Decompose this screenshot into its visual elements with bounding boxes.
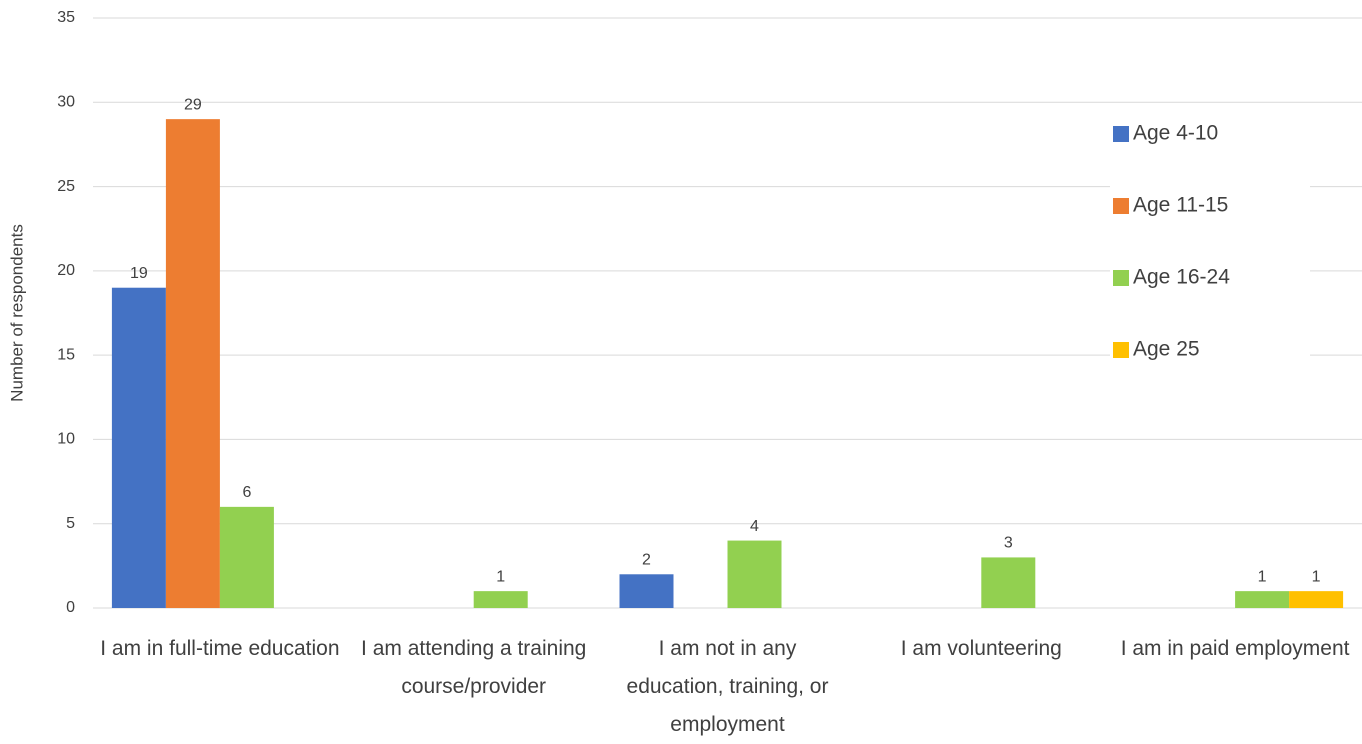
data-label: 3 <box>1004 535 1013 552</box>
data-label: 1 <box>1312 568 1321 585</box>
y-tick-label: 25 <box>57 178 75 195</box>
y-tick-label: 35 <box>57 9 75 26</box>
data-label: 1 <box>496 568 505 585</box>
y-tick-label: 5 <box>66 515 75 532</box>
data-label: 19 <box>130 265 148 282</box>
legend-label: Age 25 <box>1133 338 1200 361</box>
legend-swatch <box>1113 270 1129 286</box>
x-tick-label: I am in paid employment <box>1120 637 1350 660</box>
legend-label: Age 16-24 <box>1133 266 1230 289</box>
y-tick-label: 15 <box>57 346 75 363</box>
data-label: 4 <box>750 518 759 535</box>
legend-swatch <box>1113 342 1129 358</box>
data-label: 1 <box>1258 568 1267 585</box>
bar <box>165 119 220 609</box>
legend-swatch <box>1113 126 1129 142</box>
legend-label: Age 4-10 <box>1133 122 1218 145</box>
x-tick-label: I am in full-time education <box>100 637 340 660</box>
bar <box>1289 591 1344 608</box>
y-axis-label: Number of respondents <box>7 224 26 402</box>
data-label: 29 <box>184 96 202 113</box>
x-tick-label: I am attending a training course/provide… <box>361 637 587 698</box>
y-tick-label: 20 <box>57 262 75 279</box>
bar <box>1235 591 1290 608</box>
x-tick-label: I am volunteering <box>900 637 1062 660</box>
x-tick-label: I am not in any education, training, or … <box>626 637 829 736</box>
y-tick-label: 10 <box>57 431 75 448</box>
bar <box>473 591 528 608</box>
bar <box>219 506 274 608</box>
bar <box>619 574 674 608</box>
legend-swatch <box>1113 198 1129 214</box>
legend-label: Age 11-15 <box>1133 194 1228 217</box>
bar <box>981 557 1036 608</box>
data-label: 6 <box>242 484 251 501</box>
legend-background <box>1110 105 1310 380</box>
y-tick-label: 0 <box>66 599 75 616</box>
y-tick-label: 30 <box>57 94 75 111</box>
data-label: 2 <box>642 552 651 569</box>
bar <box>111 287 166 608</box>
bar <box>727 540 782 608</box>
